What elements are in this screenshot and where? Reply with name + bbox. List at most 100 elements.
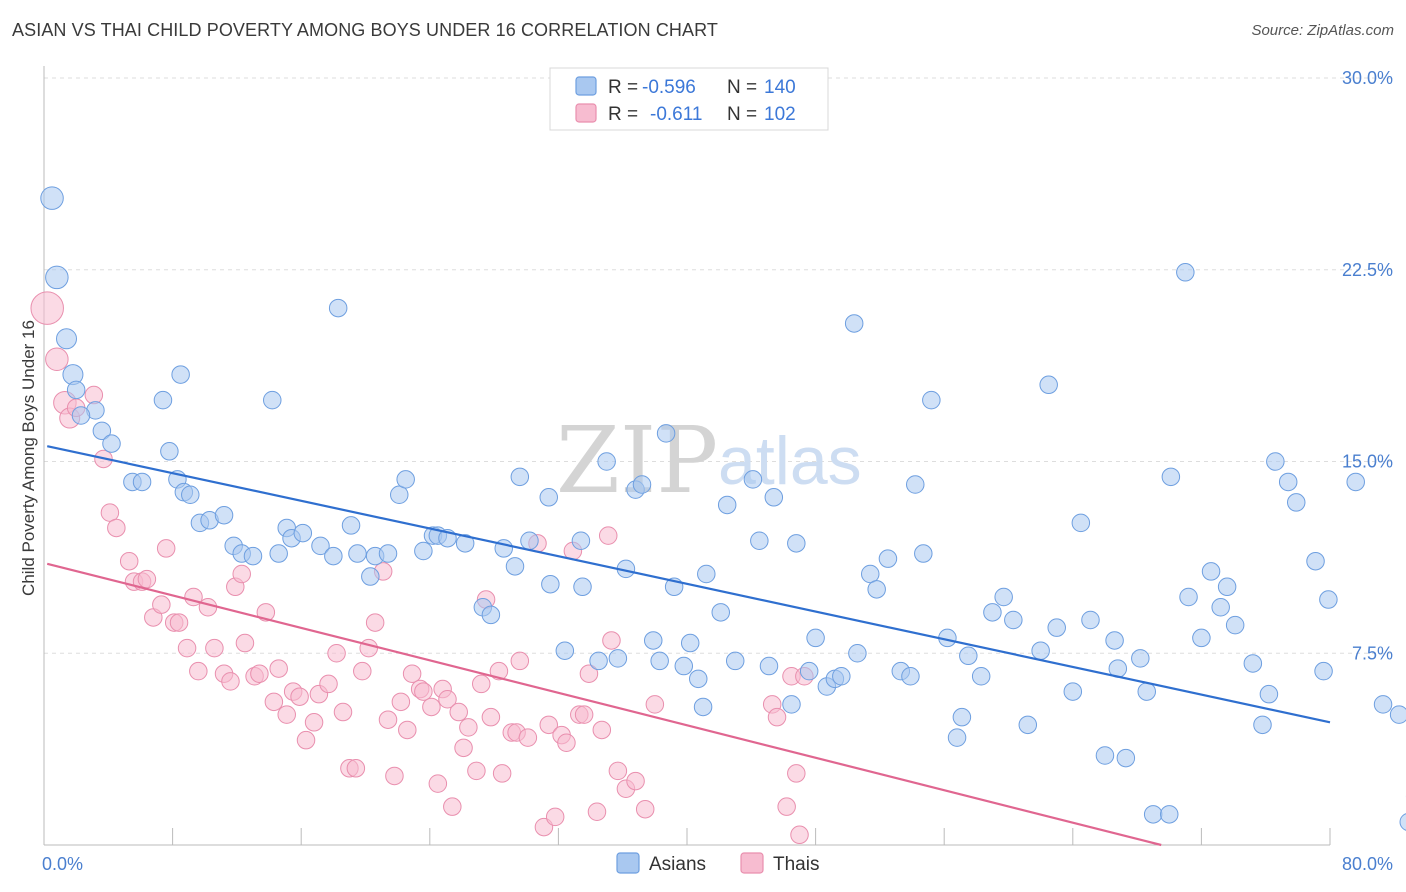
asian-point xyxy=(520,531,539,551)
asian-point xyxy=(1105,631,1124,650)
asian-point xyxy=(806,628,825,648)
asian-point xyxy=(632,475,652,494)
asian-point xyxy=(263,390,282,410)
series-legend-label-thais: Thais xyxy=(773,854,819,875)
asian-point xyxy=(1243,654,1263,673)
asian-point xyxy=(1266,452,1285,471)
thai-point xyxy=(277,705,296,724)
legend-r-label-asians: R = xyxy=(608,77,638,98)
asian-point xyxy=(510,467,530,487)
thai-point xyxy=(359,638,378,658)
asian-point xyxy=(867,580,886,599)
asian-point xyxy=(181,485,200,504)
thai-point xyxy=(777,797,796,816)
asian-point xyxy=(1314,661,1333,681)
thai-point xyxy=(137,569,157,589)
thai-point xyxy=(608,761,628,781)
asian-point xyxy=(66,380,86,400)
series-legend-label-asians: Asians xyxy=(649,854,706,875)
thai-point xyxy=(205,638,224,658)
thai-point xyxy=(250,664,269,683)
asian-point xyxy=(171,365,190,384)
thai-point xyxy=(45,347,69,371)
thai-point xyxy=(454,738,473,758)
asian-point xyxy=(269,544,288,563)
y-tick-label: 15.0% xyxy=(1342,452,1393,472)
thai-point xyxy=(592,720,612,740)
asian-point xyxy=(348,544,367,563)
asians-trend-line xyxy=(46,445,1331,724)
asian-point xyxy=(71,406,91,425)
thai-point xyxy=(385,766,404,786)
asian-point xyxy=(656,424,676,443)
asian-point xyxy=(1389,705,1406,724)
thai-point xyxy=(378,710,398,729)
asian-point xyxy=(311,536,330,556)
asian-point xyxy=(689,669,708,689)
thai-point xyxy=(414,682,433,701)
asian-point xyxy=(1039,375,1058,395)
asian-point xyxy=(1143,805,1163,824)
asian-point xyxy=(1004,610,1023,630)
thai-point xyxy=(626,771,645,791)
legend-r-label-thais: R = xyxy=(608,104,638,125)
thai-point xyxy=(30,291,64,325)
asian-point xyxy=(214,505,234,525)
asian-point xyxy=(650,651,669,671)
asian-point xyxy=(1063,682,1083,701)
asian-point xyxy=(1179,587,1198,607)
thai-point xyxy=(156,539,176,558)
asian-point xyxy=(1131,649,1150,668)
thai-point xyxy=(574,705,594,724)
thai-point xyxy=(365,613,385,632)
asian-point xyxy=(1116,748,1136,768)
asian-point xyxy=(1211,597,1230,617)
thai-point xyxy=(790,825,809,845)
asian-point xyxy=(959,646,978,666)
asian-point xyxy=(505,557,525,576)
y-tick-labels: 7.5% 15.0% 22.5% 30.0% xyxy=(1342,68,1393,663)
asian-point xyxy=(697,564,716,584)
asians-points xyxy=(40,186,1406,831)
thai-point xyxy=(767,707,787,727)
thai-point xyxy=(587,802,607,822)
asian-point xyxy=(555,641,575,660)
chart-title: ASIAN VS THAI CHILD POVERTY AMONG BOYS U… xyxy=(12,20,718,40)
thai-point xyxy=(319,674,338,694)
x-tick-label: 80.0% xyxy=(1342,854,1393,874)
thais-trend-line xyxy=(46,562,1162,847)
thai-point xyxy=(333,702,353,722)
asian-point xyxy=(983,603,1002,622)
series-legend: Asians Thais xyxy=(616,852,819,875)
asian-point xyxy=(1031,641,1050,660)
y-tick-label: 22.5% xyxy=(1342,260,1393,280)
asian-point xyxy=(153,390,173,410)
asian-point xyxy=(324,546,343,566)
thai-point xyxy=(256,603,276,622)
asian-point xyxy=(455,534,475,553)
asian-point xyxy=(361,567,380,586)
asian-point xyxy=(1018,715,1038,735)
legend-n-label-asians: N = xyxy=(727,77,757,98)
asian-point xyxy=(878,549,898,568)
asian-point xyxy=(1217,577,1237,597)
thai-point xyxy=(598,526,618,545)
thai-point xyxy=(391,692,411,712)
asian-point xyxy=(922,390,941,410)
asian-point xyxy=(971,667,991,686)
x-tick-labels: 0.0% 80.0% xyxy=(42,854,1393,874)
asian-point xyxy=(481,605,501,625)
thai-point xyxy=(422,697,441,717)
asian-point xyxy=(1346,472,1365,492)
asian-point xyxy=(243,546,263,566)
asian-point xyxy=(1137,682,1156,701)
legend-swatch-thais xyxy=(575,103,597,123)
thai-point xyxy=(119,551,139,571)
asian-point xyxy=(1047,618,1066,637)
asian-point xyxy=(787,534,806,553)
asian-point xyxy=(608,649,628,668)
asian-point xyxy=(725,651,745,671)
thai-point xyxy=(221,672,240,691)
asian-point xyxy=(1319,590,1338,609)
